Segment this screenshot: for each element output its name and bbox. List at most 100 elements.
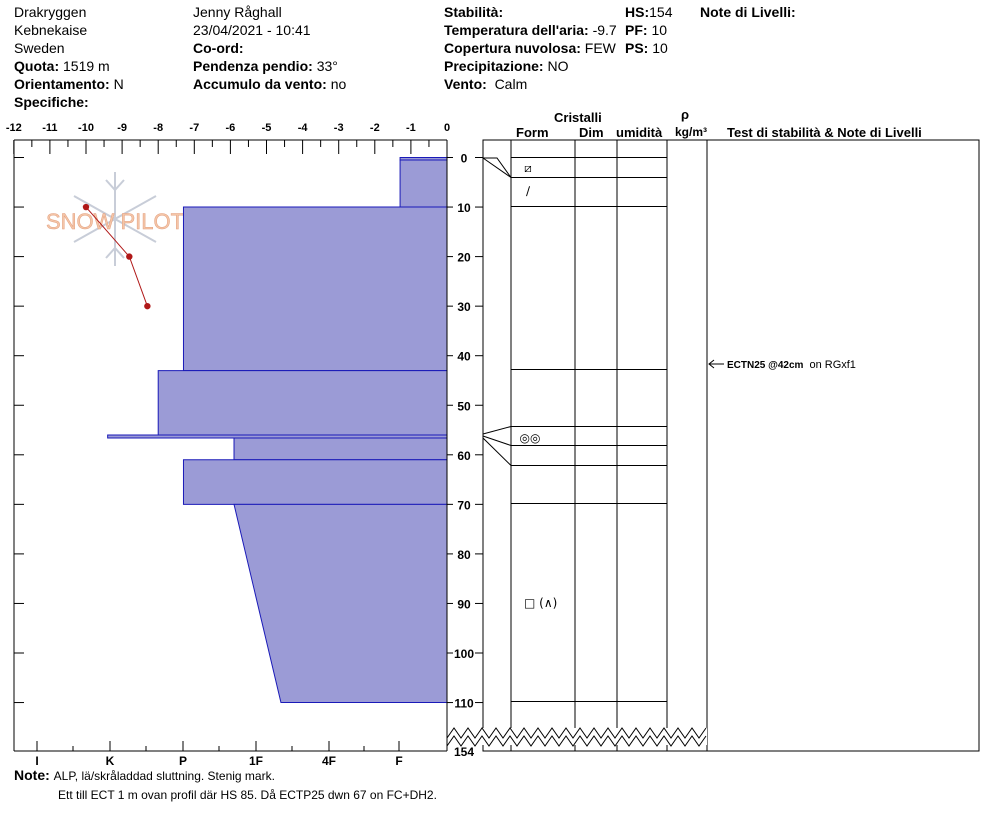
stability-tests-header: Test di stabilità & Note di Livelli — [727, 125, 922, 140]
air-temp-value: -9.7 — [592, 22, 617, 38]
depth-tick-label: 110 — [454, 697, 474, 711]
hs: HS:154 — [625, 3, 672, 21]
break-zigzag-top — [446, 727, 707, 739]
elevation-label: Quota: — [14, 58, 60, 74]
temp-tick-label: -4 — [298, 122, 309, 134]
hardness-tick-label: F — [395, 754, 402, 768]
wind-loading-value: no — [330, 76, 347, 92]
profile-axes: -12 -11 -10 -9 -8 -7 -6 -5 -4 -3 -2 -1 0I K P 1F 4F F0102… — [6, 122, 483, 768]
temp-tick-label: -2 — [370, 122, 380, 134]
pf-value: 10 — [651, 22, 668, 38]
form-header: Form — [516, 125, 549, 140]
aspect: Orientamento: N — [14, 75, 124, 93]
break-zigzag-bottom — [446, 735, 707, 747]
temp-tick-label: -9 — [117, 122, 127, 134]
hardness-layer-3 — [157, 370, 448, 436]
temp-tick-label: -3 — [334, 122, 344, 134]
layer-form-symbol-2: ◎◎ — [520, 431, 541, 445]
temperature-point-1 — [126, 253, 133, 260]
temp-tick-label: -8 — [153, 122, 163, 134]
wind: Vento: Calm — [444, 75, 527, 93]
depth-tick-label: 60 — [457, 449, 471, 463]
cloud-label: Copertura nuvolosa: — [444, 40, 581, 56]
notes: Note: ALP, lä/skråladdad sluttning. Sten… — [14, 766, 275, 785]
depth-tick-label: 70 — [457, 498, 471, 512]
hardness-tick-label: P — [179, 754, 187, 768]
temp-tick-label: -11 — [42, 122, 57, 134]
stability-label: Stabilità: — [444, 4, 504, 20]
test-code: ECTN25 @42cm — [727, 360, 804, 371]
moisture-header: umidità — [616, 125, 663, 140]
depth-tick-label: 30 — [457, 300, 471, 314]
pf-label: PF: — [625, 22, 648, 38]
hs-value: 154 — [649, 4, 673, 20]
depth-bottom-label: 154 — [454, 745, 474, 759]
temp-tick-label: -10 — [78, 122, 94, 134]
region-name: Kebnekaise — [14, 22, 88, 38]
layer-connector-2 — [482, 426, 512, 435]
precip-value: NO — [547, 58, 569, 74]
stability-test-result: ECTN25 @42cm on RGxf1 — [727, 359, 856, 371]
ps: PS: 10 — [625, 39, 668, 57]
precip-label: Precipitazione: — [444, 58, 544, 74]
hardness-layer-7 — [233, 503, 448, 704]
aspect-value: N — [113, 76, 124, 92]
temperature-profile — [82, 203, 151, 310]
hardness-layer-2 — [182, 206, 448, 372]
density-unit-header: kg/m³ — [675, 125, 708, 139]
depth-tick-label: 80 — [457, 548, 471, 562]
site-name: Drakryggen — [14, 4, 87, 20]
wind-loading: Accumulo da vento: no — [193, 75, 346, 93]
ps-label: PS: — [625, 40, 649, 56]
slope-value: 33° — [316, 58, 338, 74]
cloud-value: FEW — [584, 40, 616, 56]
temp-tick-label: -1 — [406, 122, 416, 134]
temp-tick-label: -7 — [189, 122, 199, 134]
air-temperature: Temperatura dell'aria: -9.7 — [444, 21, 617, 39]
temp-tick-label: -6 — [226, 122, 236, 134]
elevation-value: 1519 m — [63, 58, 110, 74]
layer-form-symbol-0: ⧄ — [524, 161, 532, 175]
notes-line-2: Ett till ECT 1 m ovan profil där HS 85. … — [58, 788, 437, 802]
hardness-profile — [107, 157, 448, 704]
observation-datetime: 23/04/2021 - 10:41 — [193, 22, 311, 38]
layer-table: ⧄ ∕ ◎◎ □ (∧) ECTN25 @42cm on RGxf1 — [446, 139, 980, 752]
pf: PF: 10 — [625, 21, 668, 39]
layer-connector-3 — [482, 435, 512, 446]
layer-form-symbol-3: □ (∧) — [524, 596, 557, 610]
temp-tick-label: -5 — [262, 122, 272, 134]
depth-tick-label: 90 — [457, 597, 471, 611]
cloud-cover: Copertura nuvolosa: FEW — [444, 39, 616, 57]
wind-value: Calm — [494, 76, 528, 92]
hardness-layer-6 — [182, 459, 448, 505]
size-header: Dim — [579, 125, 604, 140]
notes-label: Note: — [14, 767, 50, 783]
hardness-layer-1 — [399, 159, 448, 208]
hardness-tick-label: I — [35, 754, 38, 768]
layer-table-frame — [482, 139, 980, 752]
layer-connector-1 — [483, 157, 512, 178]
hardness-tick-label: 1F — [249, 754, 263, 768]
observer-name: Jenny Råghall — [193, 4, 282, 20]
precipitation: Precipitazione: NO — [444, 57, 568, 75]
slope: Pendenza pendio: 33° — [193, 57, 338, 75]
elevation: Quota: 1519 m — [14, 57, 110, 75]
depth-tick-label: 100 — [454, 647, 474, 661]
wind-loading-label: Accumulo da vento: — [193, 76, 327, 92]
rho-header: ρ — [681, 107, 690, 122]
slope-label: Pendenza pendio: — [193, 58, 313, 74]
hardness-layer-5 — [233, 437, 448, 461]
watermark-text: SNOW PILOT — [46, 209, 184, 234]
depth-tick-label: 40 — [457, 350, 471, 364]
snow-pilot-watermark: SNOW PILOT — [46, 172, 184, 266]
hardness-tick-label: K — [106, 754, 115, 768]
temperature-point-2 — [144, 302, 151, 310]
depth-tick-label: 50 — [457, 399, 471, 413]
wind-label: Vento: — [444, 76, 487, 92]
hardness-tick-label: 4F — [322, 754, 336, 768]
coord-label: Co-ord: — [193, 40, 244, 56]
layer-notes-label: Note di Livelli: — [700, 4, 796, 20]
depth-tick-label: 0 — [461, 152, 468, 166]
layer-form-symbol-1: ∕ — [526, 184, 531, 198]
